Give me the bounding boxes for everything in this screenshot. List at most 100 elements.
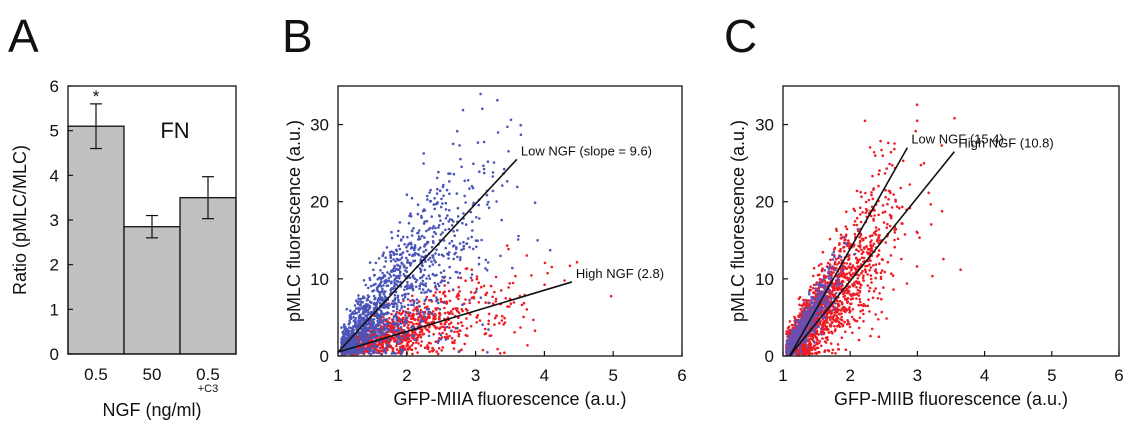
scatter-point: [378, 351, 381, 355]
scatter-point: [482, 167, 486, 171]
x-tick-sublabel-a-2: +C3: [198, 383, 219, 395]
scatter-point: [368, 306, 371, 309]
scatter-point: [425, 295, 429, 299]
scatter-point: [406, 311, 410, 314]
scatter-point: [877, 213, 880, 217]
scatter-point: [806, 313, 809, 317]
scatter-point: [470, 268, 474, 272]
scatter-point: [481, 107, 484, 111]
scatter-point: [475, 275, 479, 278]
scatter-point: [820, 327, 823, 331]
scatter-point: [883, 270, 887, 274]
scatter-point: [468, 187, 471, 190]
scatter-point: [859, 263, 863, 266]
scatter-point: [860, 195, 863, 198]
scatter-point: [399, 280, 403, 284]
scatter-point: [809, 342, 812, 345]
scatter-point: [409, 311, 412, 315]
scatter-point: [379, 269, 382, 272]
scatter-point: [824, 341, 828, 344]
scatter-point: [508, 282, 512, 285]
scatter-point: [406, 316, 409, 320]
scatter-point: [862, 274, 865, 278]
scatter-point: [372, 274, 376, 277]
scatter-point: [444, 208, 448, 211]
scatter-point: [443, 306, 446, 310]
scatter-point: [425, 318, 429, 321]
scatter-point: [404, 314, 407, 317]
scatter-point: [877, 318, 880, 321]
scatter-point: [413, 259, 417, 263]
scatter-point: [361, 351, 365, 355]
scatter-point: [372, 336, 376, 339]
scatter-point: [959, 268, 962, 272]
scatter-point: [364, 303, 368, 307]
scatter-point: [837, 261, 841, 264]
scatter-point: [477, 281, 481, 285]
scatter-point: [437, 224, 441, 227]
scatter-point: [360, 335, 364, 339]
scatter-point: [899, 186, 902, 190]
scatter-point: [856, 288, 860, 292]
scatter-point: [462, 247, 466, 250]
scatter-point: [460, 348, 463, 352]
scatter-point: [378, 292, 382, 296]
scatter-point: [421, 288, 425, 291]
scatter-point: [353, 309, 357, 313]
scatter-point: [804, 348, 807, 352]
scatter-point: [816, 273, 820, 277]
scatter-point: [441, 292, 445, 295]
scatter-point: [866, 264, 869, 268]
scatter-point: [394, 260, 397, 263]
scatter-point: [398, 247, 402, 251]
scatter-point: [459, 276, 463, 280]
scatter-point: [826, 302, 830, 306]
scatter-point: [845, 210, 848, 213]
scatter-point: [456, 206, 460, 210]
scatter-point: [851, 297, 855, 300]
scatter-point: [428, 277, 432, 280]
scatter-point: [874, 226, 878, 229]
scatter-point: [386, 327, 389, 330]
scatter-point: [468, 245, 471, 249]
scatter-point: [475, 287, 479, 291]
scatter-point: [390, 230, 393, 234]
scatter-point: [522, 315, 525, 319]
scatter-point: [381, 287, 384, 291]
scatter-point: [445, 301, 449, 305]
scatter-point: [496, 347, 499, 351]
scatter-point: [410, 196, 414, 200]
scatter-point: [457, 276, 460, 279]
scatter-point: [452, 245, 455, 248]
scatter-point: [855, 216, 859, 220]
scatter-point: [443, 284, 447, 287]
scatter-point: [385, 312, 388, 316]
scatter-point: [795, 333, 798, 336]
scatter-point: [419, 282, 423, 285]
scatter-point: [810, 322, 813, 326]
scatter-point: [401, 251, 405, 254]
scatter-point: [433, 230, 436, 234]
scatter-point: [340, 337, 343, 341]
scatter-point: [400, 352, 403, 356]
scatter-point: [389, 328, 393, 331]
scatter-point: [388, 272, 391, 276]
scatter-point: [533, 201, 537, 204]
x-tick-label: 5: [608, 366, 617, 385]
scatter-point: [400, 345, 404, 349]
scatter-point: [362, 295, 365, 298]
scatter-point: [443, 301, 446, 305]
scatter-point: [880, 269, 884, 272]
scatter-point: [416, 333, 420, 337]
scatter-point: [418, 331, 422, 334]
scatter-point: [348, 342, 351, 346]
y-tick-label: 10: [310, 270, 329, 289]
scatter-point: [872, 242, 876, 246]
scatter-point: [803, 320, 807, 324]
scatter-point: [475, 277, 479, 281]
scatter-point: [827, 331, 831, 334]
scatter-point: [568, 264, 572, 268]
scatter-point: [885, 317, 888, 320]
scatter-point: [435, 326, 439, 330]
scatter-point: [369, 345, 373, 348]
